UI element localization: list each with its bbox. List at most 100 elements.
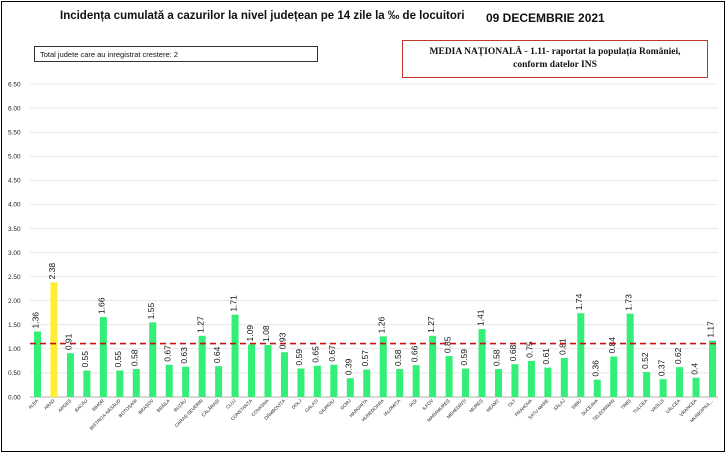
category-label: MUREȘ: [468, 398, 483, 413]
bar: [379, 336, 387, 397]
data-label: 0.91: [64, 333, 74, 350]
category-label: TIMIȘ: [620, 398, 632, 410]
data-label: 0.59: [459, 349, 469, 366]
bar: [643, 371, 651, 397]
category-label: TULCEA: [632, 398, 649, 415]
data-label: 0.93: [278, 332, 288, 349]
bar: [313, 365, 321, 397]
y-tick-label: 0.00: [8, 394, 21, 401]
data-label: 0.66: [409, 345, 419, 362]
bar: [99, 317, 107, 397]
y-tick-label: 3.50: [8, 226, 21, 233]
data-label: 0.4: [689, 363, 699, 375]
category-label: ILFOV: [421, 398, 435, 412]
bar: [198, 335, 206, 397]
bar: [297, 368, 305, 397]
y-tick-label: 2.00: [8, 298, 21, 305]
data-label: 0.75: [525, 341, 535, 358]
data-label: 1.73: [623, 294, 633, 311]
chart-date: 09 DECEMBRIE 2021: [486, 11, 605, 25]
data-label: 0.68: [508, 344, 518, 361]
category-label: CĂLĂRAȘI: [200, 397, 220, 417]
category-label: BISTRIȚA-NĂSĂUD: [88, 397, 122, 431]
national-average-box: MEDIA NAȚIONALĂ - 1.11- raportat la popu…: [402, 40, 708, 78]
bar: [330, 364, 338, 397]
bar: [132, 369, 140, 397]
category-label: VASLUI: [650, 398, 665, 413]
category-label: NEAMȚ: [485, 398, 500, 413]
bar: [626, 313, 634, 397]
data-label: 0.57: [360, 350, 370, 367]
national-average-line1: MEDIA NAȚIONALĂ - 1.11- raportat la popu…: [429, 47, 681, 57]
bar: [429, 335, 437, 397]
y-tick-label: 4.00: [8, 202, 21, 209]
data-label: 0.58: [492, 349, 502, 366]
bar: [396, 369, 404, 397]
category-label: GIURGIU: [318, 398, 335, 415]
national-average-line2: conform datelor INS: [513, 60, 597, 70]
bar: [264, 344, 272, 397]
data-label: 0.58: [130, 349, 140, 366]
data-label: 0.85: [442, 336, 452, 353]
category-label: DOLJ: [291, 398, 303, 410]
bar: [363, 369, 371, 397]
data-label: 2.38: [47, 263, 57, 280]
data-label: 0.55: [113, 351, 123, 368]
y-tick-label: 1.00: [8, 346, 21, 353]
bar: [462, 368, 470, 397]
bar: [527, 360, 535, 397]
chart-title: Incidența cumulată a cazurilor la nivel …: [60, 10, 465, 22]
y-tick-label: 4.50: [8, 178, 21, 185]
y-tick-label: 1.50: [8, 322, 21, 329]
category-label: GORJ: [339, 398, 352, 411]
bar: [83, 370, 91, 397]
data-label: 0.37: [656, 359, 666, 376]
category-label: GALAȚI: [304, 398, 319, 413]
bar: [280, 352, 288, 397]
category-label: IAȘI: [408, 398, 418, 408]
data-label: 0.58: [393, 349, 403, 366]
info-box: Total judete care au inregistrat crester…: [34, 46, 318, 62]
category-label: ARAD: [43, 398, 56, 411]
y-tick-label: 3.00: [8, 250, 21, 257]
bar: [676, 367, 684, 397]
bar: [560, 357, 568, 397]
data-label: 1.26: [376, 317, 386, 334]
bar: [610, 356, 618, 397]
bar: [709, 340, 716, 397]
bar: [149, 322, 157, 397]
bar: [215, 366, 223, 397]
bar: [511, 364, 519, 397]
bar: [593, 379, 601, 397]
data-label: 0.59: [294, 349, 304, 366]
data-label: 0.67: [327, 345, 337, 362]
bar: [478, 329, 486, 397]
bar: [248, 344, 256, 397]
y-tick-label: 5.00: [8, 154, 21, 161]
data-label: 0.81: [558, 338, 568, 355]
category-label: CLUJ: [225, 398, 237, 410]
data-label: 0.55: [80, 351, 90, 368]
category-label: ARGEȘ: [57, 398, 72, 413]
bar: [231, 314, 239, 397]
bar: [659, 379, 667, 397]
data-label: 0.63: [179, 347, 189, 364]
bar: [182, 366, 190, 397]
data-label: 1.27: [195, 316, 205, 333]
data-label: 0.62: [673, 347, 683, 364]
bar: [34, 331, 41, 397]
bar: [577, 313, 585, 397]
data-label: 0.39: [344, 358, 354, 375]
data-label: 0.67: [162, 345, 172, 362]
data-label: 1.27: [426, 316, 436, 333]
data-label: 1.36: [31, 312, 41, 329]
data-label: 1.71: [228, 295, 238, 312]
data-label: 0.52: [640, 352, 650, 369]
y-tick-label: 5.50: [8, 129, 21, 136]
data-label: 1.17: [706, 321, 716, 338]
category-label: BACĂU: [73, 397, 88, 412]
data-label: 0.84: [607, 337, 617, 354]
category-label: OLT: [507, 398, 517, 408]
bar: [692, 377, 700, 397]
